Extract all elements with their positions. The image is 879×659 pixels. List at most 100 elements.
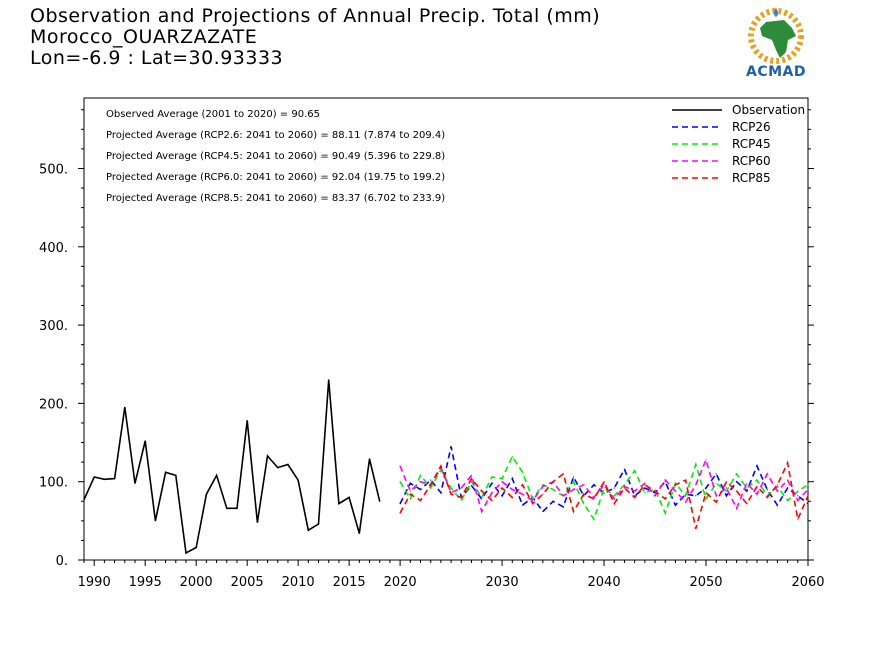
data-point-rcp45: [430, 487, 432, 489]
data-point-rcp26: [399, 503, 401, 505]
data-point-observation: [124, 406, 126, 408]
data-point-rcp26: [440, 492, 442, 494]
data-point-rcp45: [521, 471, 524, 473]
data-point-rcp60: [409, 490, 411, 492]
data-point-observation: [144, 440, 146, 442]
data-point-rcp45: [623, 484, 626, 486]
data-point-rcp85: [542, 493, 544, 495]
data-point-rcp60: [491, 492, 493, 494]
data-point-rcp85: [623, 487, 626, 489]
data-point-rcp85: [562, 473, 564, 475]
data-point-observation: [236, 507, 238, 509]
data-point-rcp45: [470, 481, 473, 483]
data-point-rcp85: [685, 479, 687, 481]
data-point-rcp85: [521, 484, 524, 486]
data-point-rcp60: [521, 493, 524, 495]
data-point-rcp85: [460, 496, 462, 498]
station-coordinates: Lon=-6.9 : Lat=30.93333: [30, 47, 284, 69]
legend-label: Observation: [732, 103, 805, 117]
y-tick-label: 100.: [39, 476, 68, 491]
data-point-rcp45: [787, 499, 789, 502]
data-point-rcp60: [481, 510, 483, 513]
data-point-rcp60: [542, 485, 544, 487]
data-point-rcp85: [756, 485, 758, 487]
data-point-rcp85: [481, 490, 483, 492]
data-point-rcp60: [807, 488, 809, 491]
data-point-rcp85: [807, 495, 809, 497]
data-point-rcp26: [409, 482, 411, 484]
data-point-rcp45: [572, 481, 575, 483]
data-point-rcp26: [511, 478, 513, 480]
data-point-rcp60: [634, 490, 636, 492]
data-point-rcp45: [450, 487, 452, 489]
series-line-rcp26: [399, 446, 809, 513]
data-point-rcp45: [481, 496, 483, 498]
data-point-rcp26: [481, 498, 483, 500]
data-point-observation: [328, 379, 330, 381]
x-tick-label: 1995: [129, 575, 162, 590]
data-point-observation: [205, 493, 207, 495]
data-point-observation: [348, 496, 350, 498]
average-annotation: Observed Average (2001 to 2020) = 90.65: [106, 109, 320, 120]
data-point-rcp45: [409, 498, 411, 500]
x-tick-label: 2010: [282, 575, 315, 590]
data-point-rcp85: [705, 492, 707, 494]
data-point-rcp45: [542, 484, 544, 486]
data-point-rcp85: [776, 484, 779, 486]
data-point-rcp26: [562, 506, 564, 508]
data-point-rcp26: [776, 504, 779, 506]
data-point-observation: [154, 520, 156, 522]
data-point-rcp26: [736, 481, 738, 483]
data-point-rcp85: [746, 503, 748, 505]
data-point-rcp45: [736, 473, 738, 475]
average-annotation: Projected Average (RCP6.0: 2041 to 2060)…: [106, 172, 445, 183]
title-block: Observation and Projections of Annual Pr…: [30, 6, 600, 69]
y-tick-label: 300.: [39, 319, 68, 334]
data-point-rcp60: [501, 481, 503, 483]
data-point-rcp45: [532, 498, 534, 500]
data-point-rcp45: [797, 490, 799, 492]
data-point-rcp26: [797, 495, 799, 497]
data-point-rcp26: [450, 445, 452, 448]
data-point-rcp45: [501, 478, 503, 480]
data-point-rcp45: [552, 488, 554, 491]
average-annotation: Projected Average (RCP2.6: 2041 to 2060)…: [106, 130, 445, 141]
data-point-rcp26: [593, 484, 595, 486]
data-point-rcp26: [807, 503, 809, 505]
y-tick-label: 400.: [39, 241, 68, 256]
data-point-rcp60: [695, 484, 697, 486]
data-point-rcp85: [634, 496, 636, 498]
data-point-rcp60: [705, 459, 707, 461]
data-point-observation: [338, 503, 340, 505]
data-point-rcp60: [399, 465, 401, 467]
legend-label: RCP60: [732, 154, 771, 168]
data-point-rcp45: [613, 495, 615, 497]
data-point-rcp60: [562, 495, 564, 497]
data-point-rcp26: [674, 504, 677, 506]
data-point-rcp85: [552, 481, 554, 483]
data-point-rcp26: [552, 500, 554, 502]
data-point-rcp60: [583, 484, 585, 486]
acmad-logo: ACMAD: [736, 6, 816, 84]
y-tick-label: 0.: [56, 554, 68, 569]
data-point-rcp45: [807, 484, 809, 486]
data-point-observation: [256, 521, 258, 524]
data-point-rcp60: [644, 482, 646, 484]
x-tick-label: 2000: [180, 575, 213, 590]
data-point-rcp85: [572, 510, 575, 513]
data-point-rcp45: [634, 470, 636, 472]
series-line-rcp60: [399, 457, 809, 514]
x-tick-label: 2015: [333, 575, 366, 590]
data-point-observation: [266, 455, 269, 457]
data-point-rcp26: [623, 468, 626, 470]
plot-border: [83, 97, 809, 561]
x-tick-label: 2060: [791, 575, 824, 590]
data-point-rcp45: [746, 487, 748, 489]
data-point-rcp45: [664, 512, 666, 514]
y-tick-label: 500.: [39, 162, 68, 177]
data-point-rcp85: [603, 481, 605, 483]
data-point-rcp85: [409, 493, 411, 495]
data-point-rcp85: [613, 503, 615, 505]
data-point-rcp60: [470, 474, 473, 476]
data-point-observation: [185, 552, 187, 554]
